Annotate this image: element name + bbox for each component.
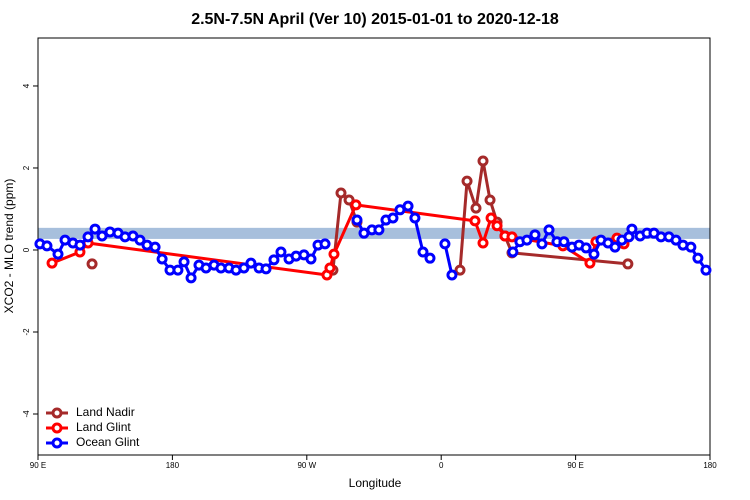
legend-label: Ocean Glint	[76, 435, 140, 449]
data-point	[685, 241, 697, 253]
data-point	[74, 239, 86, 251]
data-point	[351, 214, 363, 226]
data-point	[149, 241, 161, 253]
data-point	[319, 238, 331, 250]
legend-marker	[51, 422, 63, 434]
data-point	[86, 258, 98, 270]
data-point	[477, 155, 489, 167]
data-point	[521, 234, 533, 246]
data-point	[588, 248, 600, 260]
data-point	[245, 257, 257, 269]
x-tick-label: 90 W	[297, 461, 316, 470]
data-point	[373, 224, 385, 236]
data-point	[558, 236, 570, 248]
data-point	[260, 263, 272, 275]
y-axis-label: XCO2 - MLO trend (ppm)	[2, 179, 16, 314]
data-point	[82, 231, 94, 243]
x-tick-label: 0	[439, 461, 444, 470]
data-point	[275, 246, 287, 258]
data-point	[41, 240, 53, 252]
data-point	[670, 234, 682, 246]
data-point	[439, 238, 451, 250]
data-point	[46, 257, 58, 269]
legend-label: Land Nadir	[76, 405, 135, 419]
data-point	[305, 253, 317, 265]
data-point	[491, 220, 503, 232]
data-point	[626, 223, 638, 235]
data-point	[52, 248, 64, 260]
data-point	[507, 246, 519, 258]
data-point	[529, 229, 541, 241]
data-point	[328, 248, 340, 260]
data-point	[485, 212, 497, 224]
data-point	[350, 199, 362, 211]
x-tick-label: 90 E	[30, 461, 46, 470]
data-point	[409, 212, 421, 224]
series-line	[331, 160, 629, 271]
y-tick-label: 0	[22, 247, 31, 252]
data-point	[424, 252, 436, 264]
data-point	[89, 223, 101, 235]
data-point	[536, 238, 548, 250]
data-point	[622, 258, 634, 270]
y-tick-label: 4	[22, 83, 31, 88]
data-point	[402, 200, 414, 212]
data-point	[238, 262, 250, 274]
data-point	[324, 262, 336, 274]
data-point	[543, 224, 555, 236]
y-tick-label: 2	[22, 165, 31, 170]
data-point	[387, 212, 399, 224]
data-point	[584, 257, 596, 269]
data-point	[446, 269, 458, 281]
data-point	[609, 241, 621, 253]
data-point	[185, 272, 197, 284]
data-point	[172, 264, 184, 276]
data-point	[700, 264, 712, 276]
legend-label: Land Glint	[76, 420, 131, 434]
x-tick-label: 180	[166, 461, 180, 470]
data-point	[506, 231, 518, 243]
data-point	[134, 234, 146, 246]
y-tick-label: -2	[22, 328, 31, 336]
x-tick-label: 180	[703, 461, 717, 470]
data-point	[461, 175, 473, 187]
data-point	[156, 253, 168, 265]
data-point	[178, 256, 190, 268]
data-point	[477, 237, 489, 249]
x-axis-label: Longitude	[349, 476, 402, 490]
data-point	[268, 254, 280, 266]
data-point	[343, 194, 355, 206]
legend-marker	[51, 437, 63, 449]
legend-marker	[51, 407, 63, 419]
chart-title: 2.5N-7.5N April (Ver 10) 2015-01-01 to 2…	[191, 11, 559, 28]
data-point	[484, 194, 496, 206]
data-point	[692, 252, 704, 264]
data-point	[454, 264, 466, 276]
data-point	[417, 246, 429, 258]
x-tick-label: 90 E	[567, 461, 583, 470]
data-point	[96, 230, 108, 242]
data-point	[469, 215, 481, 227]
y-tick-label: -4	[22, 410, 31, 418]
data-point	[470, 202, 482, 214]
data-point	[580, 242, 592, 254]
data-point	[335, 187, 347, 199]
